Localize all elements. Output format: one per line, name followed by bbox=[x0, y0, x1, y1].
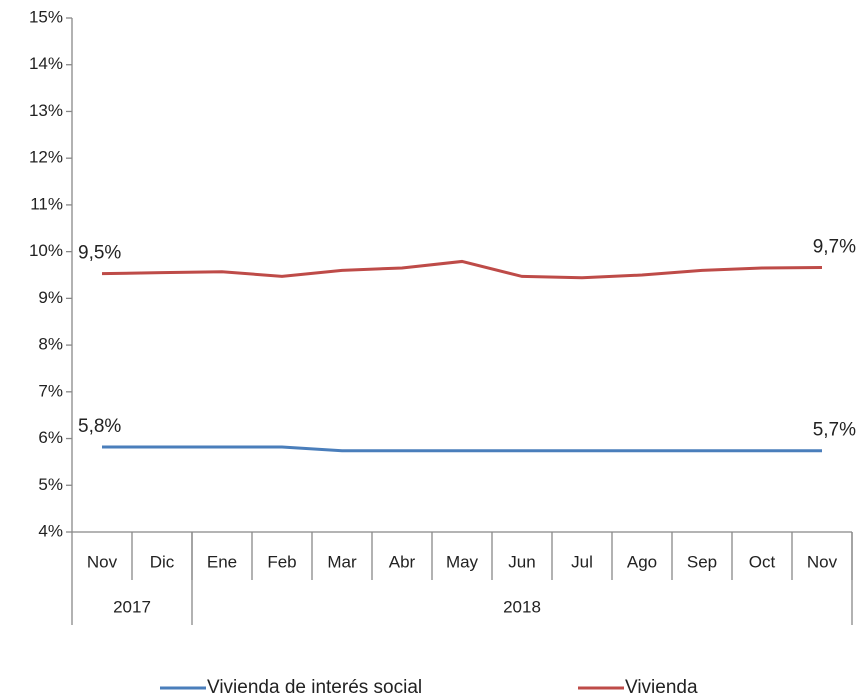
year-label: 2017 bbox=[113, 597, 151, 616]
legend-label: Vivienda bbox=[625, 677, 698, 698]
x-tick-label: Dic bbox=[150, 552, 175, 571]
y-tick-label: 6% bbox=[38, 428, 63, 447]
x-tick-label: Nov bbox=[87, 552, 118, 571]
y-tick-label: 12% bbox=[29, 148, 63, 167]
x-tick-label: Oct bbox=[749, 552, 776, 571]
data-label: 5,7% bbox=[813, 420, 856, 441]
x-tick-label: Sep bbox=[687, 552, 717, 571]
legend-label: Vivienda de interés social bbox=[207, 677, 422, 698]
series-line bbox=[102, 445, 822, 453]
x-tick-label: Ene bbox=[207, 552, 237, 571]
y-tick-label: 9% bbox=[38, 288, 63, 307]
series-line bbox=[101, 259, 823, 280]
y-tick-label: 15% bbox=[29, 7, 63, 26]
data-label: 5,8% bbox=[78, 416, 121, 437]
x-tick-label: Nov bbox=[807, 552, 838, 571]
y-tick-label: 7% bbox=[38, 381, 63, 400]
y-tick-label: 13% bbox=[29, 101, 63, 120]
data-label: 9,7% bbox=[813, 237, 856, 258]
x-tick-label: Abr bbox=[389, 552, 416, 571]
year-label: 2018 bbox=[503, 597, 541, 616]
y-tick-label: 11% bbox=[30, 194, 63, 213]
x-tick-label: Mar bbox=[327, 552, 357, 571]
y-tick-label: 4% bbox=[38, 521, 63, 540]
x-tick-label: Jun bbox=[508, 552, 535, 571]
x-tick-label: Feb bbox=[267, 552, 296, 571]
data-label: 9,5% bbox=[78, 243, 121, 264]
x-tick-label: Jul bbox=[571, 552, 593, 571]
x-tick-label: May bbox=[446, 552, 479, 571]
y-tick-label: 8% bbox=[38, 335, 63, 354]
y-tick-label: 10% bbox=[29, 241, 63, 260]
x-tick-label: Ago bbox=[627, 552, 657, 571]
y-tick-label: 5% bbox=[38, 475, 63, 494]
y-tick-label: 14% bbox=[29, 54, 63, 73]
